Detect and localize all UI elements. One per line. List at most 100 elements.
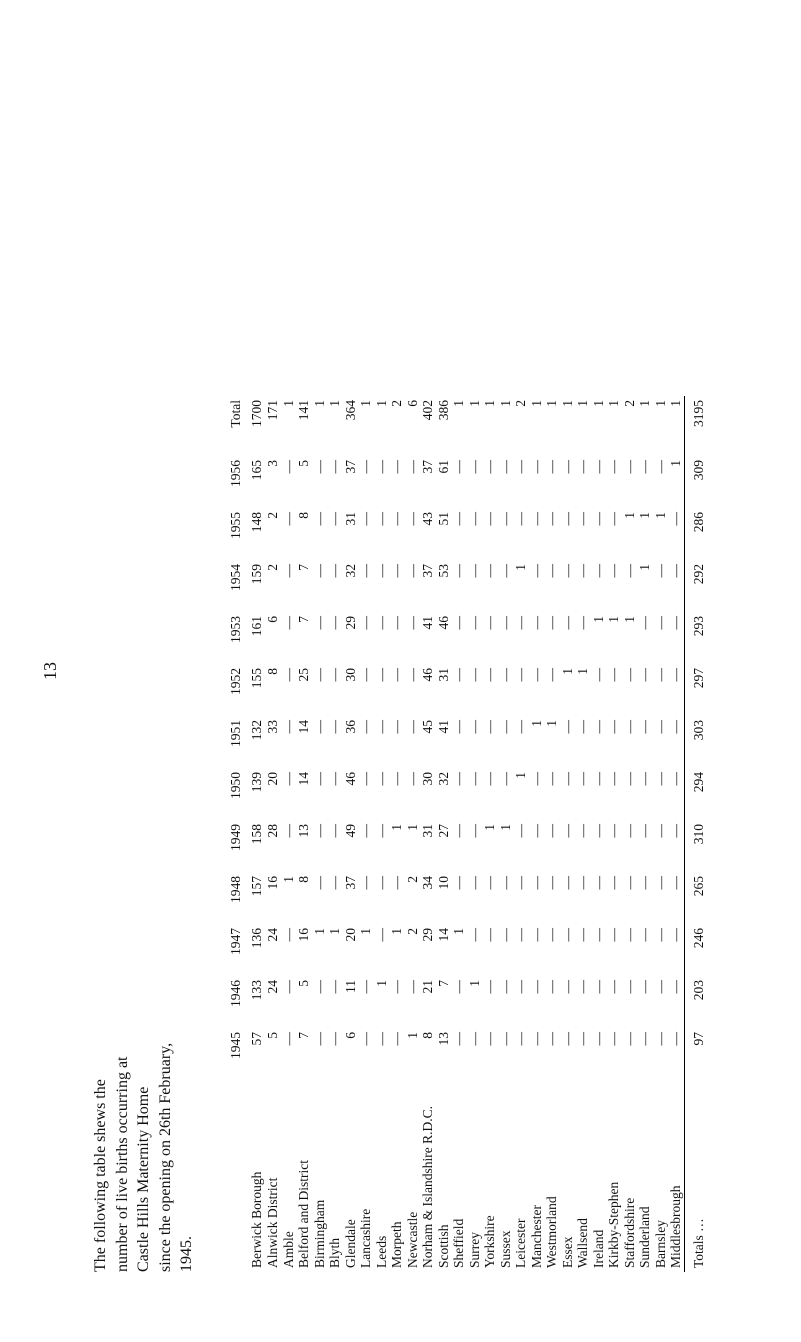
cell: 402 — [420, 396, 436, 456]
cell: — — [622, 560, 638, 612]
cell: 41 — [436, 716, 452, 768]
cell: — — [498, 976, 514, 1028]
cell: — — [653, 612, 669, 664]
cell: — — [498, 612, 514, 664]
cell: 161 — [249, 612, 265, 664]
cell: 1 — [498, 396, 514, 456]
cell: — — [482, 716, 498, 768]
cell: — — [389, 1028, 405, 1080]
cell: — — [312, 976, 328, 1028]
totals-cell: 310 — [684, 820, 706, 872]
cell: — — [374, 820, 390, 872]
cell: — — [451, 872, 467, 924]
cell: 34 — [420, 872, 436, 924]
cell: — — [312, 872, 328, 924]
totals-label: Totals … — [684, 1080, 706, 1272]
cell: — — [560, 976, 576, 1028]
col-year: 1947 — [228, 924, 250, 976]
cell: 1 — [482, 396, 498, 456]
row-label: Leeds — [374, 1080, 390, 1272]
cell: — — [451, 664, 467, 716]
cell: 141 — [296, 396, 312, 456]
totals-cell: 309 — [684, 456, 706, 508]
cell: 49 — [343, 820, 359, 872]
cell: — — [467, 872, 483, 924]
cell: — — [358, 664, 374, 716]
cell: — — [668, 612, 684, 664]
cell: — — [637, 664, 653, 716]
cell: 2 — [405, 872, 421, 924]
cell: 46 — [343, 768, 359, 820]
table-row: Wallsend———————1————1 — [575, 396, 591, 1272]
cell: 45 — [420, 716, 436, 768]
cell: — — [544, 664, 560, 716]
cell: — — [374, 560, 390, 612]
cell: — — [281, 1028, 297, 1080]
row-label: Norham & Islandshire R.D.C. — [420, 1080, 436, 1272]
cell: 1 — [668, 396, 684, 456]
cell: — — [606, 560, 622, 612]
cell: 13 — [436, 1028, 452, 1080]
cell: — — [358, 560, 374, 612]
cell: — — [529, 456, 545, 508]
cell: 30 — [343, 664, 359, 716]
cell: 13 — [296, 820, 312, 872]
cell: — — [575, 716, 591, 768]
cell: 386 — [436, 396, 452, 456]
cell: 41 — [420, 612, 436, 664]
cell: — — [498, 664, 514, 716]
cell: 2 — [513, 396, 529, 456]
cell: — — [668, 1028, 684, 1080]
cell: — — [560, 560, 576, 612]
totals-cell: 265 — [684, 872, 706, 924]
cell: — — [544, 1028, 560, 1080]
totals-cell: 292 — [684, 560, 706, 612]
cell: — — [529, 560, 545, 612]
cell: — — [327, 612, 343, 664]
cell: — — [606, 664, 622, 716]
cell: 27 — [436, 820, 452, 872]
totals-cell: 203 — [684, 976, 706, 1028]
totals-cell: 3195 — [684, 396, 706, 456]
cell: 30 — [420, 768, 436, 820]
cell: — — [312, 1028, 328, 1080]
cell: 6 — [405, 396, 421, 456]
table-row: Kirkby-Stephen————————1———1 — [606, 396, 622, 1272]
cell: — — [482, 768, 498, 820]
cell: — — [575, 768, 591, 820]
cell: — — [513, 976, 529, 1028]
table-row: Middlesbrough———————————11 — [668, 396, 684, 1272]
cell: — — [575, 560, 591, 612]
cell: — — [544, 456, 560, 508]
row-label: Ireland — [591, 1080, 607, 1272]
cell: — — [606, 924, 622, 976]
cell: — — [405, 976, 421, 1028]
row-label: Morpeth — [389, 1080, 405, 1272]
totals-cell: 97 — [684, 1028, 706, 1080]
cell: — — [312, 820, 328, 872]
table-row: Surrey—1——————————1 — [467, 396, 483, 1272]
cell: — — [374, 508, 390, 560]
cell: — — [575, 612, 591, 664]
cell: — — [653, 1028, 669, 1080]
cell: — — [327, 820, 343, 872]
cell: 28 — [265, 820, 281, 872]
cell: — — [560, 820, 576, 872]
table-row: Barnsley——————————1—1 — [653, 396, 669, 1272]
cell: — — [668, 768, 684, 820]
cell: — — [482, 872, 498, 924]
table-row: Lancashire——1—————————1 — [358, 396, 374, 1272]
cell: — — [451, 560, 467, 612]
cell: 2 — [265, 508, 281, 560]
cell: 1 — [560, 396, 576, 456]
cell: — — [637, 976, 653, 1028]
cell: — — [560, 924, 576, 976]
cell: 5 — [296, 456, 312, 508]
cell: — — [482, 612, 498, 664]
cell: — — [575, 924, 591, 976]
cell: — — [637, 872, 653, 924]
cell: — — [544, 560, 560, 612]
cell: — — [668, 820, 684, 872]
row-label: Surrey — [467, 1080, 483, 1272]
cell: — — [637, 716, 653, 768]
